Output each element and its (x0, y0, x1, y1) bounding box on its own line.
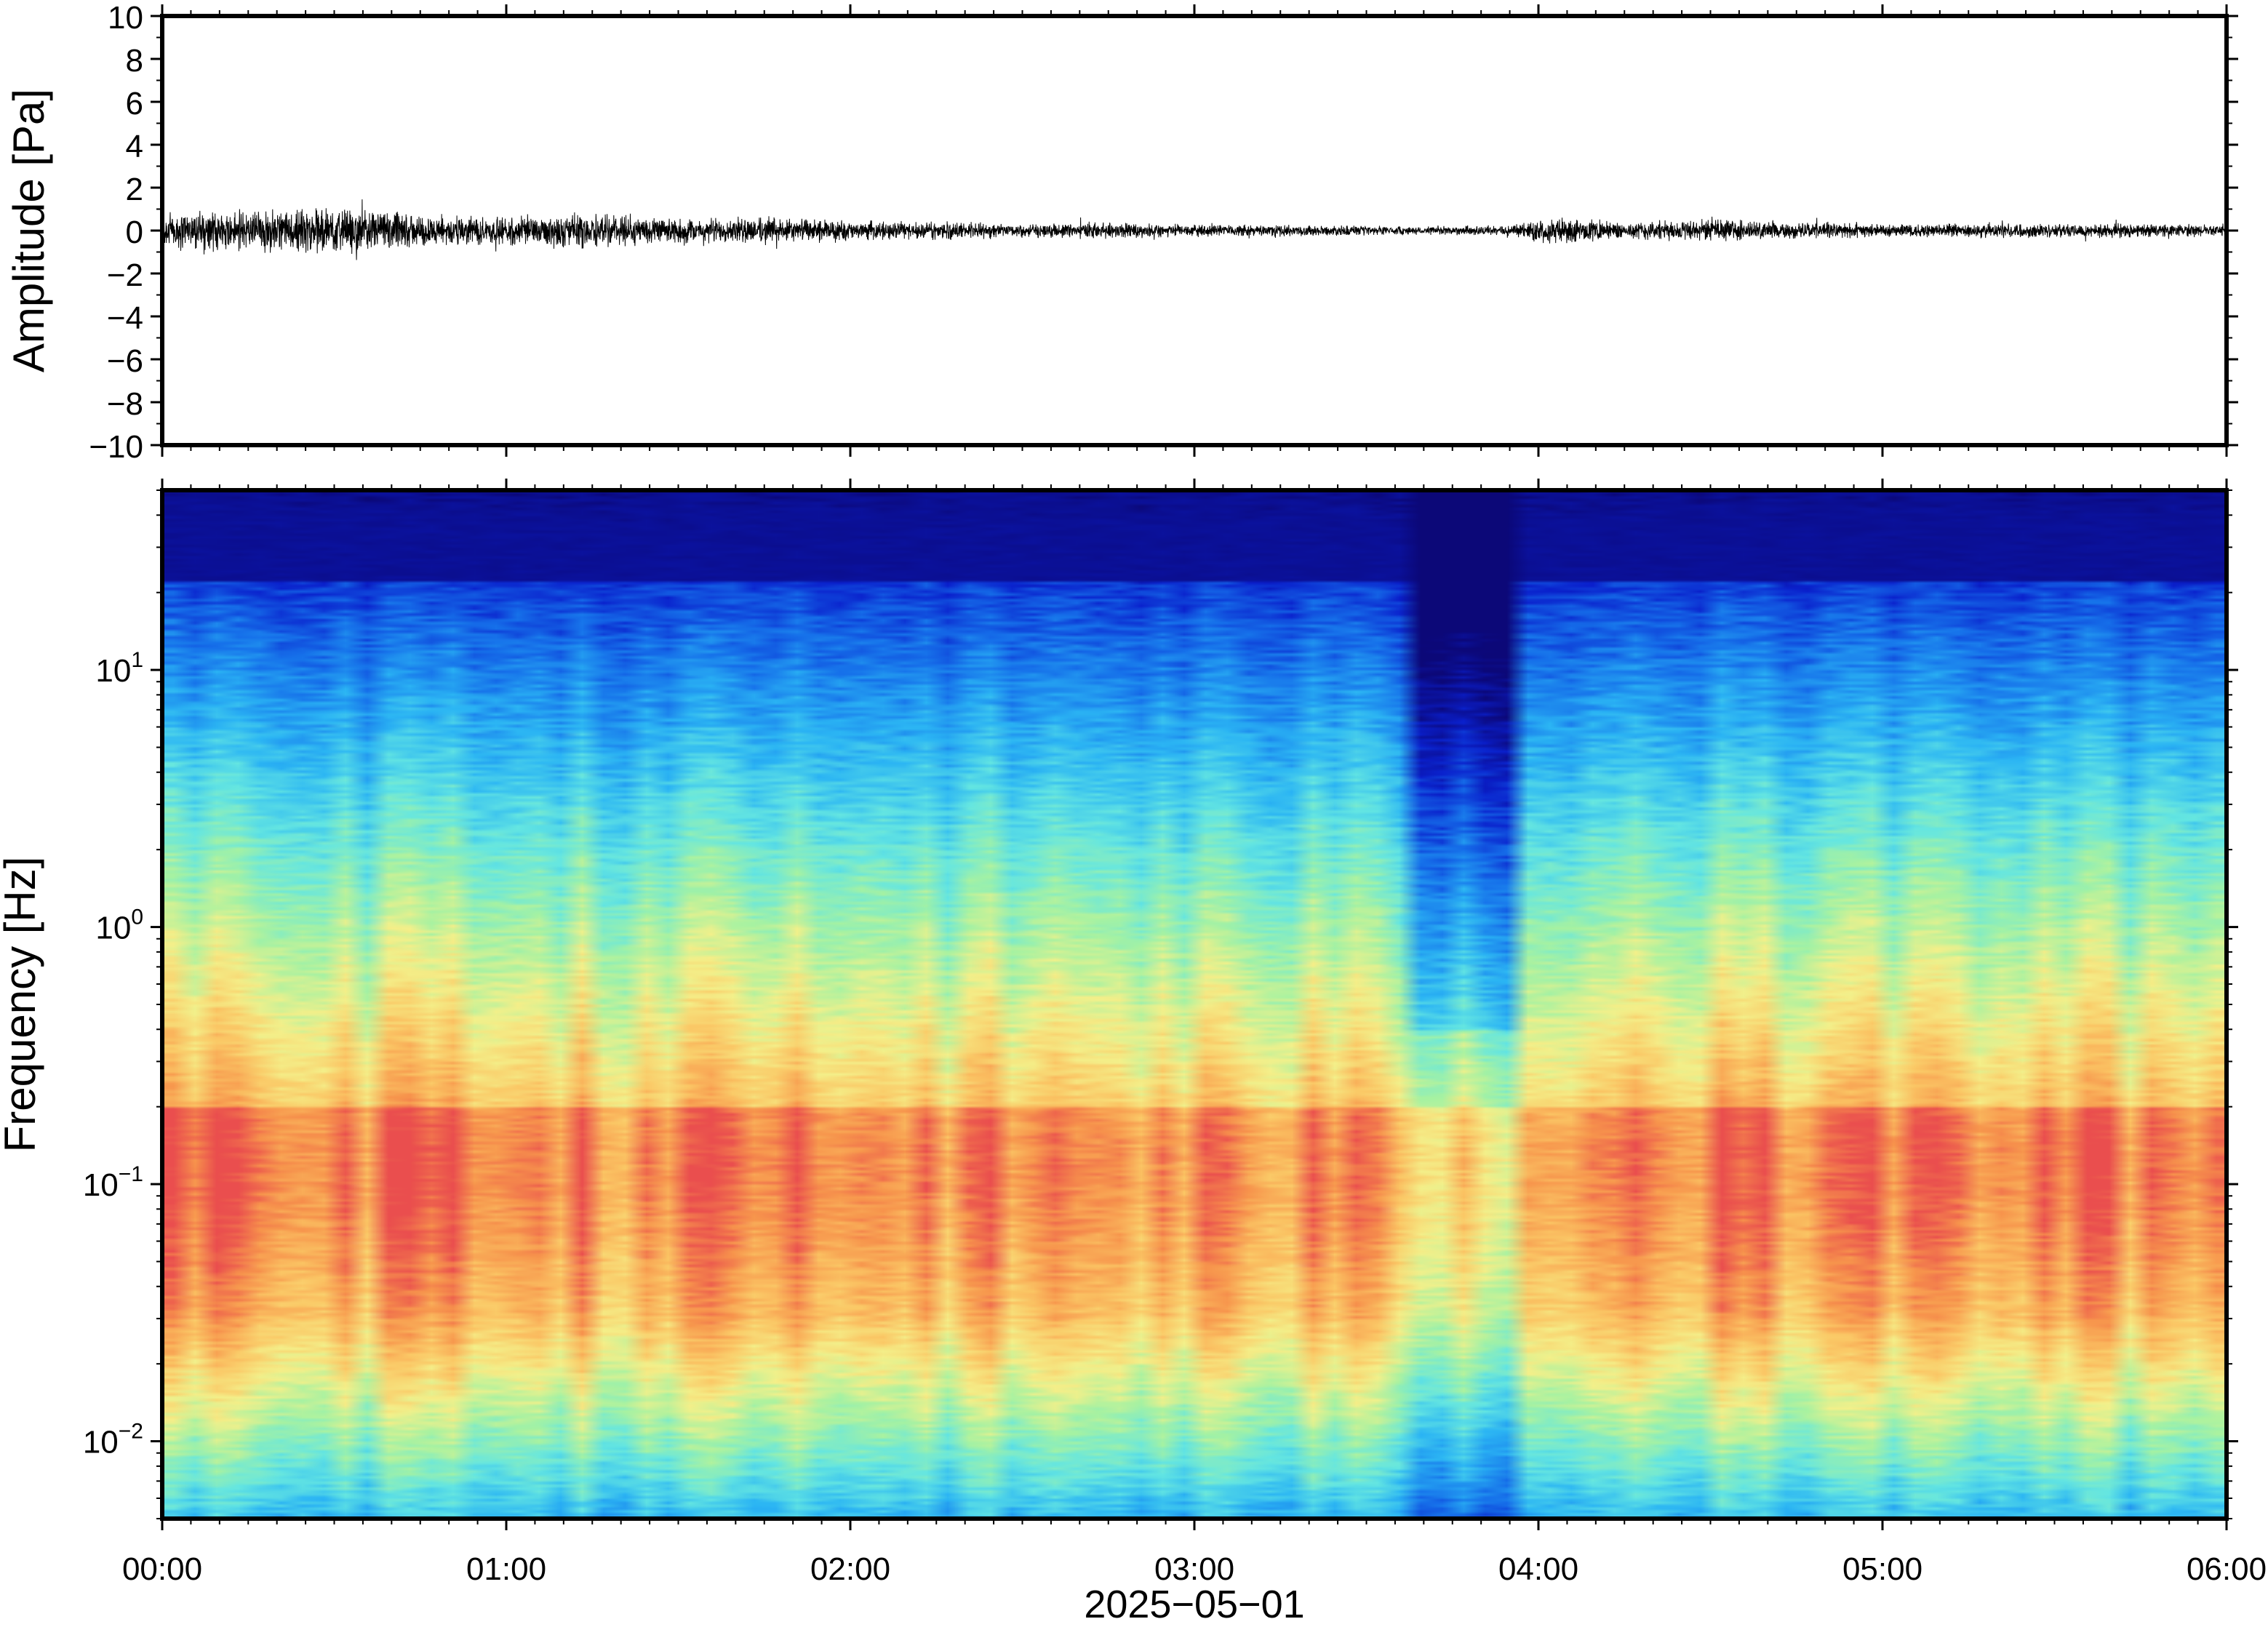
waveform-trace (162, 199, 2227, 260)
spectrogram-frame (160, 488, 2229, 1521)
spectrogram-ytick-label: 100 (95, 906, 143, 946)
spectrogram-xtick-label: 05:00 (1842, 1551, 1922, 1587)
waveform-ytick-label: 4 (126, 129, 143, 164)
waveform-ytick-label: −8 (107, 386, 143, 422)
spectrogram-xtick-label: 01:00 (466, 1551, 546, 1587)
spectrogram-heatmap (162, 490, 2227, 1519)
waveform-ytick-label: 2 (126, 172, 143, 207)
waveform-ytick-label: −6 (107, 343, 143, 379)
spectrogram-xtick-label: 00:00 (122, 1551, 202, 1587)
spectrogram-ytick-label: 10−2 (83, 1420, 143, 1460)
waveform-ytick-label: −4 (107, 300, 143, 336)
spectrogram-xlabel: 2025−05−01 (1084, 1583, 1304, 1623)
waveform-ytick-label: −10 (89, 429, 143, 465)
spectrogram-ytick-label: 10−1 (83, 1162, 143, 1203)
waveform-ytick-label: 6 (126, 86, 143, 121)
waveform-ytick-label: −2 (107, 257, 143, 293)
spectrogram-ytick-label: 101 (95, 648, 143, 689)
spectrogram-ylabel: Frequency [Hz] (0, 857, 44, 1153)
spectrogram-xtick-label: 03:00 (1154, 1551, 1234, 1587)
waveform-ytick-label: 0 (126, 215, 143, 250)
waveform-frame (160, 14, 2229, 447)
waveform-ytick-label: 10 (108, 0, 143, 36)
spectrogram-xtick-label: 04:00 (1498, 1551, 1578, 1587)
waveform-ylabel: Amplitude [Pa] (4, 89, 53, 372)
spectrogram-xtick-label: 02:00 (810, 1551, 890, 1587)
waveform-ytick-label: 8 (126, 43, 143, 79)
spectrogram-xtick-label: 06:00 (2187, 1551, 2267, 1587)
